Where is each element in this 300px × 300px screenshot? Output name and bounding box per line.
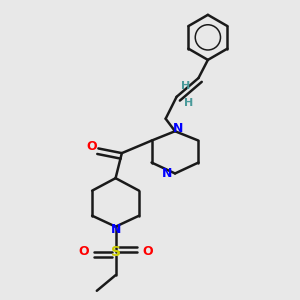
Text: H: H — [182, 81, 190, 91]
Text: N: N — [110, 223, 121, 236]
Text: O: O — [142, 245, 153, 258]
Text: S: S — [111, 245, 121, 259]
Text: O: O — [78, 245, 89, 258]
Text: O: O — [86, 140, 97, 153]
Text: N: N — [173, 122, 183, 135]
Text: N: N — [162, 167, 172, 180]
Text: H: H — [184, 98, 194, 108]
